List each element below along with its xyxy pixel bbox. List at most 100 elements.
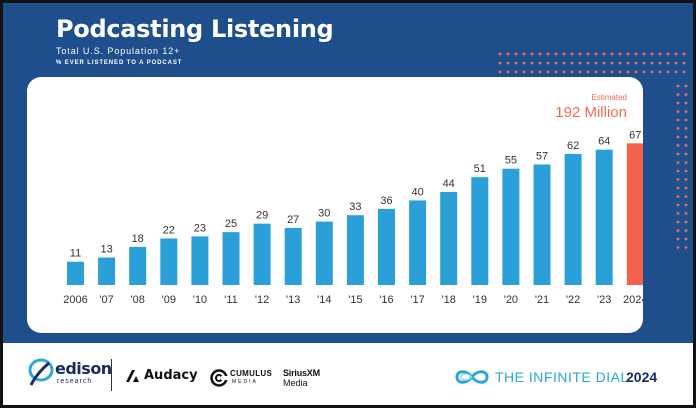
decorative-dot — [676, 195, 680, 198]
bar — [409, 200, 427, 285]
x-tick-label: '17 — [410, 294, 424, 306]
decorative-dot — [684, 220, 688, 224]
decorative-dot — [684, 101, 688, 105]
decorative-dot — [546, 52, 550, 56]
decorative-dot — [682, 61, 686, 65]
decorative-dot — [498, 61, 502, 65]
bar — [98, 257, 116, 285]
bar-value-label: 29 — [256, 210, 268, 222]
decorative-dot — [602, 52, 606, 56]
decorative-dot — [676, 229, 680, 232]
decorative-dot — [642, 70, 646, 74]
decorative-dot — [684, 127, 688, 130]
decorative-dot — [578, 52, 582, 56]
bar-value-label: 18 — [132, 233, 144, 245]
bar — [315, 221, 333, 285]
decorative-dot — [684, 212, 688, 215]
decorative-dot — [506, 52, 510, 56]
x-tick-label: '22 — [566, 294, 580, 306]
bar-value-label: 55 — [505, 155, 517, 167]
x-tick-label: 2006 — [63, 294, 87, 306]
siriusxm-logo-subtext: Media — [283, 378, 308, 388]
decorative-dot — [684, 169, 688, 173]
decorative-dot — [570, 61, 574, 65]
decorative-dot — [506, 70, 510, 74]
decorative-dot — [626, 70, 630, 74]
bar — [533, 164, 551, 285]
x-tick-label: '07 — [99, 294, 113, 306]
bar-chart: 11 2006 13 '07 18 '08 22 '09 23 '10 25 '11 29 '12 27 '1… — [63, 129, 643, 306]
bar-value-label: 27 — [287, 214, 299, 226]
decorative-dot — [684, 84, 688, 88]
decorative-dot — [642, 61, 646, 65]
decorative-dot — [618, 61, 622, 65]
decorative-dot — [676, 101, 680, 105]
bar — [346, 215, 364, 285]
decorative-dot — [498, 52, 502, 56]
bar — [160, 238, 178, 285]
decorative-dot — [684, 110, 688, 113]
decorative-dot — [522, 52, 526, 56]
bar-value-label: 51 — [474, 163, 486, 175]
audacy-a-icon — [126, 370, 139, 382]
decorative-dot — [546, 61, 550, 65]
decorative-dot — [684, 229, 688, 232]
decorative-dot — [530, 61, 534, 65]
x-tick-label: '20 — [504, 294, 518, 306]
decorative-dot — [522, 61, 526, 65]
decorative-dot — [682, 70, 686, 74]
decorative-dot — [634, 61, 638, 65]
decorative-dot — [626, 52, 630, 56]
bar-value-label: 25 — [225, 218, 237, 230]
decorative-dot — [586, 61, 590, 65]
bar-value-label: 67 — [629, 129, 641, 141]
chart-subtitle: Total U.S. Population 12+ — [56, 46, 181, 56]
edison-swirl-icon — [28, 358, 54, 386]
decorative-dot — [498, 70, 502, 74]
decorative-dot — [602, 70, 606, 74]
bar — [253, 223, 271, 285]
x-tick-label: '21 — [535, 294, 549, 306]
decorative-dot — [676, 246, 680, 249]
bar — [564, 153, 582, 285]
decorative-dot — [674, 52, 678, 56]
bar-value-label: 44 — [443, 178, 455, 190]
cumulus-logo-subtext: MEDIA — [232, 379, 258, 385]
decorative-dot — [684, 93, 688, 96]
decorative-dot — [554, 52, 558, 56]
decorative-dot — [676, 127, 680, 130]
bar-value-label: 64 — [598, 136, 610, 148]
decorative-dot — [676, 237, 680, 241]
decorative-dot — [666, 70, 670, 74]
decorative-dot — [666, 52, 670, 56]
decorative-dot — [676, 186, 680, 190]
decorative-dot — [676, 118, 680, 122]
x-tick-label: '08 — [131, 294, 145, 306]
decorative-dots-side — [676, 84, 688, 249]
estimated-label: Estimated — [591, 93, 627, 102]
decorative-dot — [684, 203, 688, 207]
infinity-icon — [455, 370, 489, 384]
decorative-dot — [618, 52, 622, 56]
decorative-dot — [650, 52, 654, 56]
bar-value-label: 57 — [536, 150, 548, 162]
bar — [67, 261, 84, 285]
decorative-dot — [506, 61, 510, 65]
decorative-dot — [522, 70, 526, 74]
decorative-dot — [684, 186, 688, 190]
chart-metric-label: % EVER LISTENED TO A PODCAST — [56, 60, 183, 66]
decorative-dot — [546, 70, 550, 74]
bar-value-label: 22 — [163, 224, 175, 236]
infinite-dial-logo-text: THE INFINITE DIAL — [495, 369, 629, 385]
decorative-dot — [538, 70, 542, 74]
footer-logos: edison research Audacy CUMULUS MEDIA Sir… — [3, 343, 693, 405]
decorative-dot — [618, 70, 622, 74]
x-tick-label: '16 — [379, 294, 393, 306]
decorative-dot — [676, 169, 680, 173]
chart-panel: Estimated 192 Million 11 2006 13 '07 18 '08 22… — [27, 77, 643, 333]
decorative-dot — [684, 161, 688, 164]
x-tick-label: 2024 — [623, 294, 643, 306]
decorative-dot — [684, 178, 688, 181]
page-title: Podcasting Listening — [56, 15, 334, 43]
